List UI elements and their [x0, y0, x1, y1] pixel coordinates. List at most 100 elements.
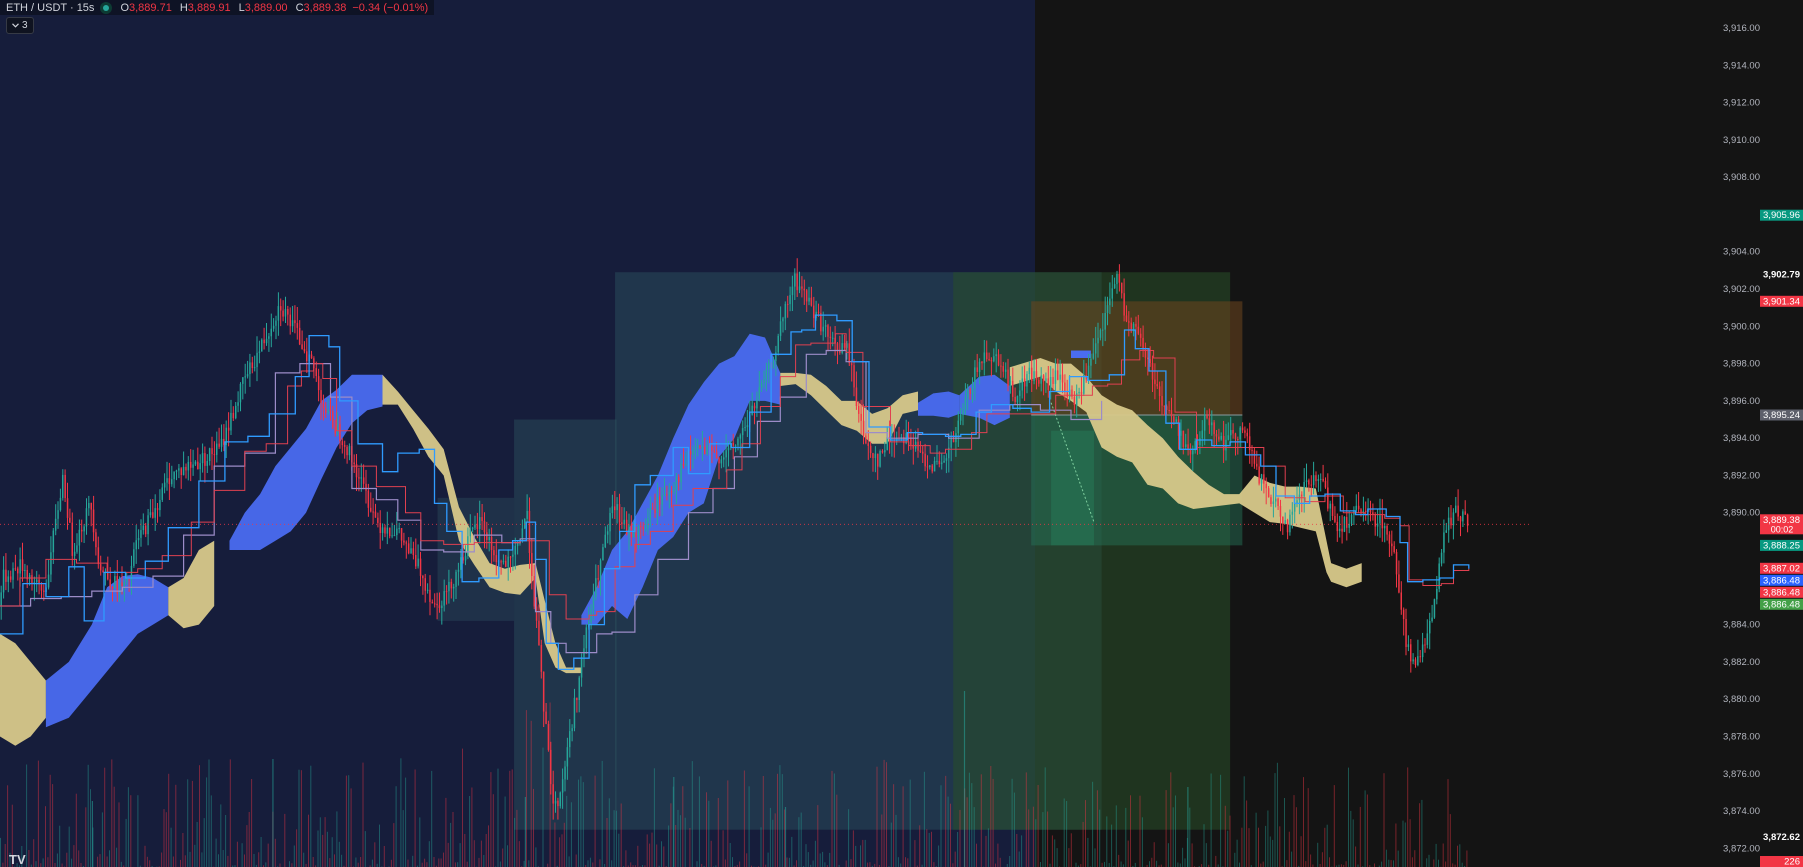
cloud-bearish — [780, 372, 918, 444]
volume-bar — [1243, 776, 1245, 867]
volume-bar — [1355, 846, 1357, 867]
candle-body — [73, 551, 76, 556]
candle-body — [379, 522, 381, 533]
volume-bar — [1172, 807, 1174, 867]
volume-bar — [874, 863, 876, 867]
candle-body — [993, 356, 995, 362]
candle-body — [1248, 436, 1251, 451]
candle-body — [813, 305, 815, 319]
candle-body — [1355, 505, 1357, 511]
volume-bar — [457, 862, 459, 867]
volume-bar — [673, 777, 675, 867]
price-label: 3,886.48 — [1763, 599, 1800, 610]
candle-body — [545, 711, 547, 724]
volume-bar — [1312, 864, 1314, 867]
symbol-title[interactable]: ETH / USDT · 15s — [6, 1, 95, 14]
candle-body — [1116, 274, 1118, 285]
volume-bar — [1066, 801, 1068, 867]
volume-bar — [897, 857, 899, 867]
candle-body — [701, 447, 704, 448]
candle-body — [90, 503, 92, 510]
volume-bar — [1106, 816, 1108, 867]
candle-body — [1026, 374, 1028, 387]
volume-bar — [338, 841, 340, 867]
volume-bar — [637, 845, 639, 867]
candle-body — [137, 538, 140, 541]
volume-bar — [435, 865, 437, 867]
candle-body — [1012, 380, 1014, 397]
price-tick-label: 3,914.00 — [1723, 60, 1760, 71]
volume-bar — [1343, 864, 1345, 867]
price-label-bg — [1760, 586, 1803, 598]
candle-body — [1161, 396, 1163, 406]
volume-bar — [836, 794, 838, 867]
volume-bar — [447, 842, 449, 867]
volume-bar — [2, 862, 4, 867]
volume-bar — [374, 842, 376, 867]
candle-body — [997, 354, 1000, 366]
candle-body — [471, 527, 474, 529]
volume-bar — [296, 829, 298, 867]
volume-bar — [1248, 828, 1250, 867]
volume-bar — [533, 788, 534, 867]
volume-bar — [1160, 864, 1162, 867]
candle-body — [573, 697, 576, 729]
volume-bar — [649, 843, 651, 867]
candle-body — [1199, 438, 1201, 446]
volume-bar — [52, 784, 54, 867]
tradingview-logo-icon[interactable]: TV — [9, 852, 26, 867]
candle-body — [1372, 512, 1374, 515]
volume-bar — [357, 862, 359, 867]
volume-bar — [566, 795, 568, 867]
candle-body — [258, 351, 261, 353]
volume-bar — [99, 854, 101, 867]
candle-body — [1073, 396, 1076, 405]
volume-bar — [525, 710, 527, 867]
candle-body — [370, 507, 372, 512]
volume-bar — [559, 837, 561, 867]
candle-body — [1402, 609, 1405, 619]
volume-bar — [701, 863, 703, 867]
candle-body — [741, 428, 744, 436]
volume-bar — [1118, 854, 1120, 867]
candle-body — [163, 482, 166, 488]
volume-bar — [87, 764, 89, 867]
volume-bar — [253, 854, 255, 867]
candle-body — [152, 512, 154, 518]
candle-body — [884, 450, 886, 453]
volume-bar — [916, 865, 918, 867]
candle-body — [1334, 516, 1336, 522]
candle-body — [604, 534, 606, 548]
candle-body — [550, 749, 552, 785]
candle-body — [1021, 378, 1023, 391]
volume-bar — [1326, 824, 1328, 867]
candle-body — [1047, 378, 1049, 391]
volume-bar — [267, 843, 269, 867]
candle-body — [218, 443, 220, 447]
volume-bar — [1040, 862, 1041, 867]
volume-bar — [175, 784, 177, 867]
candle-body — [438, 605, 441, 608]
volume-bar — [878, 865, 880, 867]
volume-bar — [182, 833, 184, 867]
candle-body — [533, 576, 535, 607]
candle-body — [673, 489, 675, 493]
candle-body — [185, 466, 187, 471]
candle-body — [962, 409, 964, 415]
teal-box-inner — [1051, 430, 1094, 546]
candle-body — [1163, 405, 1166, 407]
volume-bar — [679, 815, 681, 867]
ichimoku-lines — [0, 314, 1530, 671]
price-tick-label: 3,908.00 — [1723, 172, 1760, 183]
volume-bar — [980, 774, 982, 867]
candle-body — [1293, 503, 1296, 512]
volume-bar — [305, 863, 307, 867]
volume-bar — [118, 802, 120, 867]
volume-bar — [826, 865, 828, 867]
volume-bar — [613, 810, 615, 867]
candle-body — [1462, 511, 1464, 522]
candle-body — [102, 570, 104, 573]
volume-bar — [97, 856, 99, 867]
indicators-collapse-button[interactable]: 3 — [6, 17, 34, 34]
